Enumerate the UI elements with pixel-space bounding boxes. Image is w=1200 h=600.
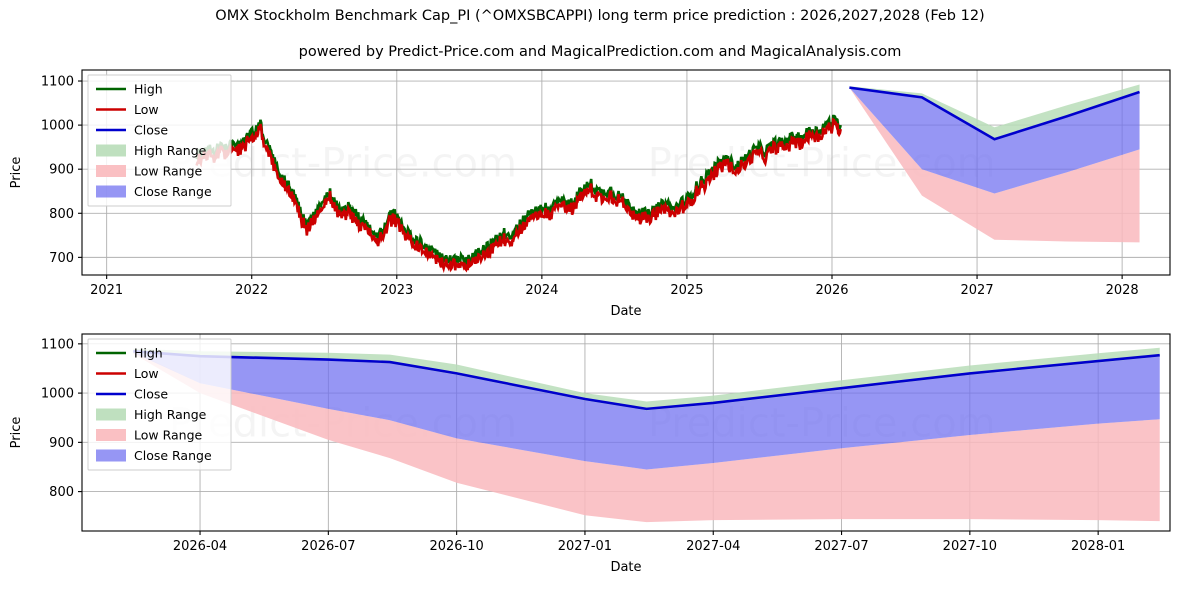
x-tick-label: 2024 [525, 283, 558, 298]
chart-title: OMX Stockholm Benchmark Cap_PI (^OMXSBCA… [215, 8, 985, 24]
legend-label-close-range: Close Range [134, 448, 212, 463]
legend-swatch-close-range [96, 449, 126, 462]
y-tick-label: 900 [49, 436, 74, 451]
y-tick-label: 700 [49, 251, 74, 266]
x-axis-title: Date [610, 560, 641, 575]
legend-swatch-high-range [96, 144, 126, 157]
x-tick-label: 2028-01 [1071, 539, 1125, 554]
legend-label-high-range: High Range [134, 407, 207, 422]
axes-frame [81, 69, 1171, 276]
legend-label-low-range: Low Range [134, 164, 203, 179]
chart-subtitle: powered by Predict-Price.com and Magical… [298, 44, 902, 60]
series-low-line [195, 117, 842, 274]
legend-label-low: Low [134, 366, 159, 381]
x-tick-label: 2025 [670, 283, 703, 298]
x-tick-label: 2023 [380, 283, 413, 298]
x-tick-label: 2026-10 [429, 539, 483, 554]
bottom-chart: Predict-Price.comPredict-Price.com800900… [9, 333, 1171, 575]
band-close-range [133, 351, 1160, 470]
y-axis-title: Price [9, 157, 24, 189]
legend-label-high: High [134, 346, 163, 361]
series-close-line [849, 86, 1140, 141]
legend-label-high: High [134, 82, 163, 97]
x-tick-label: 2026-04 [173, 539, 227, 554]
x-tick-label: 2022 [235, 283, 268, 298]
y-tick-label: 800 [49, 207, 74, 222]
y-tick-label: 1000 [41, 387, 74, 402]
band-low-range [133, 351, 1160, 523]
legend-label-close-range: Close Range [134, 184, 212, 199]
x-tick-label: 2028 [1106, 283, 1139, 298]
top-chart: Predict-Price.com Predict-Price.com700800… [9, 69, 1171, 319]
band-high-range [133, 347, 1160, 411]
y-tick-label: 900 [49, 163, 74, 178]
x-tick-label: 2027 [961, 283, 994, 298]
y-tick-label: 1100 [41, 337, 74, 352]
series-close-line [133, 349, 1160, 411]
x-tick-label: 2027-10 [943, 539, 997, 554]
legend-label-close: Close [134, 123, 168, 138]
legend-swatch-low-range [96, 165, 126, 177]
legend-swatch-low-range [96, 429, 126, 441]
legend-swatch-close-range [96, 185, 126, 198]
series-high-line [195, 114, 842, 269]
x-tick-label: 2027-07 [814, 539, 868, 554]
x-tick-label: 2027-01 [558, 539, 612, 554]
x-tick-label: 2027-04 [686, 539, 740, 554]
y-tick-label: 1000 [41, 119, 74, 134]
x-tick-label: 2026-07 [301, 539, 355, 554]
legend-label-high-range: High Range [134, 143, 207, 158]
legend-swatch-high-range [96, 408, 126, 421]
x-tick-label: 2021 [90, 283, 123, 298]
x-axis-title: Date [610, 304, 641, 319]
band-low-range [849, 87, 1140, 243]
legend-label-low-range: Low Range [134, 428, 203, 443]
y-tick-label: 800 [49, 485, 74, 500]
y-axis-title: Price [9, 417, 24, 449]
legend-label-close: Close [134, 387, 168, 402]
x-tick-label: 2026 [815, 283, 848, 298]
legend-label-low: Low [134, 102, 159, 117]
y-tick-label: 1100 [41, 75, 74, 90]
axes-frame [81, 333, 1171, 532]
